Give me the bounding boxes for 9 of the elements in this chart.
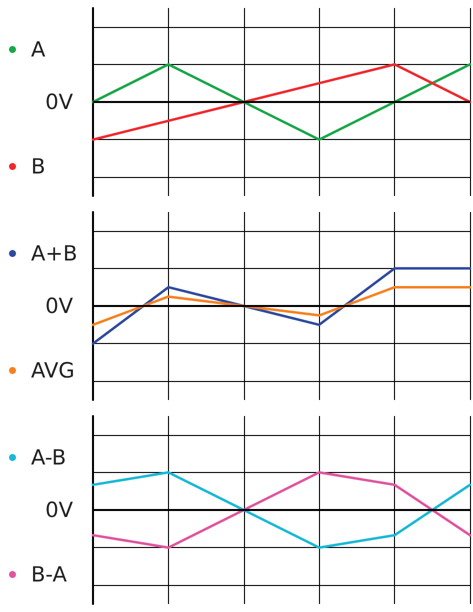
- legend-label: B-A: [31, 562, 68, 586]
- legend-label: B: [31, 154, 46, 178]
- legend-label: A+B: [31, 242, 78, 266]
- ref-line-label: 0V: [45, 90, 74, 114]
- legend-label: A-B: [31, 446, 66, 470]
- ref-line-label: 0V: [45, 498, 74, 522]
- ref-line-label: 0V: [45, 294, 74, 318]
- legend-label: AVG: [31, 358, 75, 382]
- legend-label: A: [31, 38, 46, 62]
